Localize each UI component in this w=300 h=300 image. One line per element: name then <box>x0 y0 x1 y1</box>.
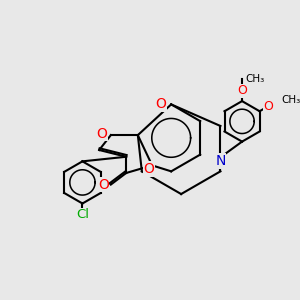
Text: O: O <box>155 98 166 111</box>
Text: N: N <box>215 154 226 168</box>
Text: O: O <box>97 127 108 141</box>
Text: CH₃: CH₃ <box>245 74 265 85</box>
Text: O: O <box>237 84 247 97</box>
Text: O: O <box>98 178 109 192</box>
Text: O: O <box>143 162 154 176</box>
Text: O: O <box>264 100 273 112</box>
Text: Cl: Cl <box>76 208 89 221</box>
Text: CH₃: CH₃ <box>282 95 300 105</box>
